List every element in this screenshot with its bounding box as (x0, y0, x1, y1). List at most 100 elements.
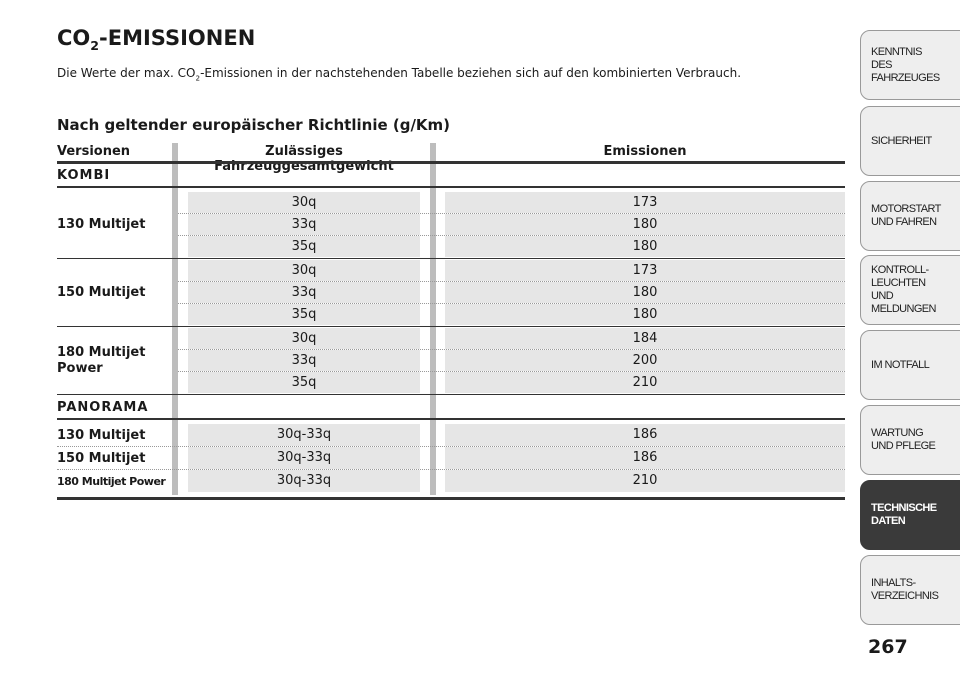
emission: 173 (632, 263, 658, 278)
cell (445, 328, 845, 349)
nav-tab-label: WARTUNG (871, 427, 924, 439)
nav-tab: MOTORSTART UND FAHREN (860, 181, 960, 251)
cell (445, 304, 845, 325)
version-label: 180 Multijet Power (57, 345, 146, 376)
rule (57, 258, 845, 259)
intro-text: -Emissionen in der nachstehenden Tabelle… (200, 66, 742, 80)
title-text: CO (57, 26, 91, 50)
weight: 33q (291, 285, 317, 300)
nav-tab-label: IM NOTFALL (871, 358, 930, 371)
emission: 184 (632, 331, 658, 346)
title-subscript: 2 (90, 38, 100, 54)
row-divider (57, 469, 845, 470)
emission: 210 (632, 473, 658, 488)
weight: 30q-33q (276, 473, 332, 488)
version-label: 150 Multijet (57, 285, 146, 300)
emission: 180 (632, 307, 658, 322)
cell (188, 282, 420, 303)
nav-tab-label: UND MELDUNGEN (871, 290, 936, 315)
cell (188, 447, 420, 469)
weight: 30q (291, 263, 317, 278)
cell (188, 328, 420, 349)
column-separator (172, 143, 178, 495)
rule (57, 186, 845, 188)
emission: 186 (632, 427, 658, 442)
cell (188, 236, 420, 257)
weight: 35q (291, 375, 317, 390)
nav-tab: KENNTNIS DES FAHRZEUGES (860, 30, 960, 100)
cell (445, 424, 845, 446)
row-divider (178, 213, 845, 214)
cell (188, 214, 420, 235)
version-label: 150 Multijet (57, 450, 146, 466)
cell (445, 372, 845, 393)
weight: 33q (291, 217, 317, 232)
cell (445, 214, 845, 235)
version-label: 130 Multijet (57, 427, 146, 443)
column-header: Emissionen (603, 144, 687, 159)
rule (57, 497, 845, 500)
page-number: 267 (868, 636, 908, 658)
row-divider (178, 303, 845, 304)
weight: 30q (291, 195, 317, 210)
weight: 30q (291, 331, 317, 346)
cell (445, 192, 845, 213)
title: CO2-EMISSIONEN (57, 26, 255, 53)
nav-tab-label: LEUCHTEN (871, 277, 926, 289)
rule (57, 394, 845, 395)
cell (188, 470, 420, 492)
column-separator (430, 143, 436, 495)
nav-tab: SICHERHEIT (860, 106, 960, 176)
rule (57, 418, 845, 420)
nav-tab-label: DES FAHRZEUGES (871, 58, 940, 84)
cell (445, 447, 845, 469)
nav-tab: TECHNISCHE DATEN (860, 480, 960, 550)
intro: Die Werte der max. CO2-Emissionen in der… (57, 66, 741, 82)
group-label: PANORAMA (57, 400, 149, 415)
row-divider (178, 235, 845, 236)
row-divider (57, 446, 845, 447)
emission: 173 (632, 195, 658, 210)
nav-tab: KONTROLL- LEUCHTEN UND MELDUNGEN (860, 255, 960, 325)
nav-tab-label: TECHNISCHE (871, 502, 937, 514)
cell (188, 424, 420, 446)
nav-tab-label: KONTROLL- (871, 264, 929, 276)
cell (445, 350, 845, 371)
cell (188, 372, 420, 393)
emission: 180 (632, 285, 658, 300)
weight: 35q (291, 307, 317, 322)
emission: 210 (632, 375, 658, 390)
cell (445, 470, 845, 492)
weight: 35q (291, 239, 317, 254)
nav-tab: IM NOTFALL (860, 330, 960, 400)
nav-tab-label: DATEN (871, 515, 906, 527)
nav-tab-label: KENNTNIS (871, 45, 922, 58)
cell (445, 260, 845, 281)
group-label: KOMBI (57, 168, 111, 183)
nav-tab: WARTUNG UND PFLEGE (860, 405, 960, 475)
title-text: -EMISSIONEN (99, 26, 256, 50)
nav-tab-label: SICHERHEIT (871, 134, 932, 147)
nav-tab: INHALTS- VERZEICHNIS (860, 555, 960, 625)
column-header: Versionen (57, 144, 131, 159)
intro-subscript: 2 (195, 73, 201, 83)
version-label: 130 Multijet (57, 217, 146, 232)
nav-tab-label: UND PFLEGE (871, 440, 936, 452)
rule (57, 161, 845, 164)
emission: 180 (632, 239, 658, 254)
cell (188, 304, 420, 325)
weight: 30q-33q (276, 427, 332, 442)
nav-tab-label: INHALTS- (871, 577, 916, 589)
intro-text: Die Werte der max. CO (57, 66, 196, 80)
emission: 180 (632, 217, 658, 232)
nav-tab-label: VERZEICHNIS (871, 590, 939, 602)
column-header: Zulässiges Fahrzeuggesamtgewicht (214, 144, 394, 174)
nav-tab-label: UND FAHREN (871, 216, 937, 228)
emission: 200 (632, 353, 658, 368)
cell (188, 350, 420, 371)
cell (445, 282, 845, 303)
row-divider (178, 349, 845, 350)
row-divider (178, 371, 845, 372)
cell (188, 192, 420, 213)
